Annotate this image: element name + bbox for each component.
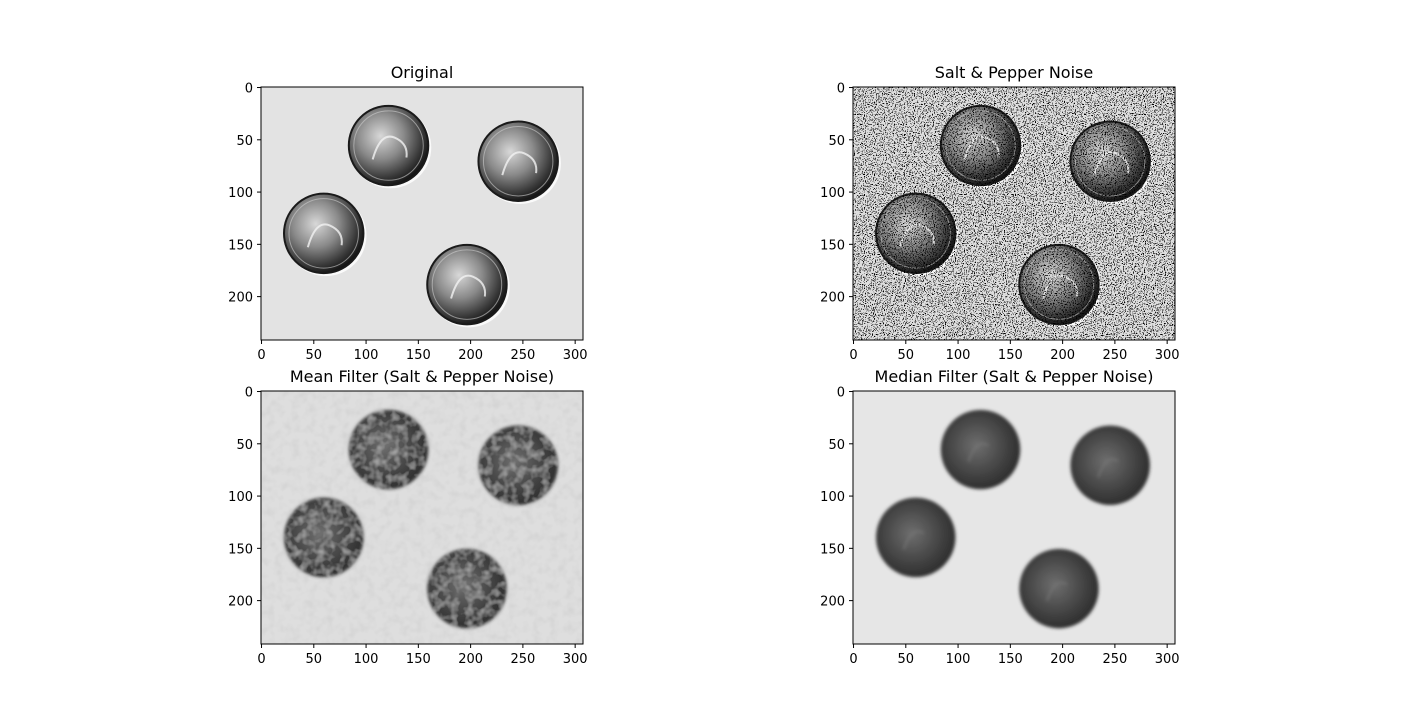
y-tick-label: 150 bbox=[820, 542, 845, 557]
x-tick-label: 200 bbox=[1050, 348, 1075, 363]
subplot-original: Original 0 50 100 150 200 250 300 0 50 100 150 200 bbox=[228, 63, 587, 363]
image-noisy bbox=[853, 87, 1175, 340]
y-tick-label: 150 bbox=[228, 542, 253, 557]
y-tick-label: 0 bbox=[837, 386, 845, 401]
y-tick-label: 200 bbox=[820, 595, 845, 610]
x-tick-label: 100 bbox=[354, 652, 379, 667]
x-tick-label: 100 bbox=[354, 348, 379, 363]
x-tick-label: 50 bbox=[306, 652, 323, 667]
coin bbox=[426, 243, 510, 328]
y-tick-label: 100 bbox=[820, 490, 845, 505]
y-tick-label: 50 bbox=[236, 134, 253, 149]
axes-frame bbox=[260, 86, 584, 341]
coin bbox=[347, 104, 432, 189]
coin bbox=[939, 104, 1024, 189]
subplot-title: Mean Filter (Salt & Pepper Noise) bbox=[290, 367, 554, 386]
y-tick-label: 150 bbox=[228, 238, 253, 253]
coin bbox=[875, 192, 959, 277]
x-tick-label: 0 bbox=[257, 348, 265, 363]
coin bbox=[477, 120, 561, 204]
coin bbox=[284, 497, 364, 578]
axes-frame bbox=[852, 86, 1176, 341]
x-tick-label: 150 bbox=[998, 348, 1023, 363]
subplot-title: Median Filter (Salt & Pepper Noise) bbox=[875, 367, 1154, 386]
x-tick-label: 100 bbox=[946, 652, 971, 667]
coin bbox=[478, 425, 558, 505]
x-tick-label: 100 bbox=[946, 348, 971, 363]
x-tick-label: 250 bbox=[1102, 652, 1127, 667]
y-tick-label: 0 bbox=[245, 82, 253, 97]
coin bbox=[1069, 120, 1153, 204]
y-tick-label: 100 bbox=[820, 186, 845, 201]
y-tick-label: 50 bbox=[236, 438, 253, 453]
axes-frame bbox=[260, 390, 584, 645]
y-tick-label: 100 bbox=[228, 186, 253, 201]
x-tick-label: 0 bbox=[257, 652, 265, 667]
x-tick-label: 150 bbox=[406, 652, 431, 667]
x-tick-label: 200 bbox=[458, 348, 483, 363]
y-tick-label: 200 bbox=[820, 291, 845, 306]
x-tick-label: 50 bbox=[306, 348, 323, 363]
x-tick-label: 150 bbox=[998, 652, 1023, 667]
image-mean bbox=[261, 391, 583, 644]
x-tick-label: 300 bbox=[563, 348, 588, 363]
x-tick-label: 0 bbox=[849, 652, 857, 667]
coin bbox=[940, 409, 1021, 490]
subplot-mean: Mean Filter (Salt & Pepper Noise) 0 50 100 1… bbox=[228, 367, 587, 667]
x-tick-label: 50 bbox=[898, 652, 915, 667]
x-tick-label: 300 bbox=[563, 652, 588, 667]
x-tick-label: 0 bbox=[849, 348, 857, 363]
image-original bbox=[261, 87, 583, 340]
x-tick-label: 150 bbox=[406, 348, 431, 363]
coin bbox=[1019, 548, 1099, 629]
coin bbox=[283, 192, 367, 277]
x-tick-label: 300 bbox=[1155, 348, 1180, 363]
x-tick-label: 200 bbox=[458, 652, 483, 667]
subplot-noisy: Salt & Pepper Noise 0 50 100 150 200 250 300 0 50… bbox=[820, 63, 1179, 363]
x-tick-label: 250 bbox=[510, 652, 535, 667]
subplot-title: Original bbox=[391, 63, 454, 82]
x-tick-label: 300 bbox=[1155, 652, 1180, 667]
y-tick-label: 150 bbox=[820, 238, 845, 253]
image-median bbox=[853, 391, 1175, 644]
y-tick-label: 100 bbox=[228, 490, 253, 505]
x-tick-label: 200 bbox=[1050, 652, 1075, 667]
x-tick-label: 250 bbox=[510, 348, 535, 363]
x-tick-label: 50 bbox=[898, 348, 915, 363]
y-tick-label: 50 bbox=[828, 134, 845, 149]
y-tick-label: 200 bbox=[228, 291, 253, 306]
y-tick-label: 50 bbox=[828, 438, 845, 453]
subplot-title: Salt & Pepper Noise bbox=[935, 63, 1093, 82]
y-tick-label: 200 bbox=[228, 595, 253, 610]
x-tick-label: 250 bbox=[1102, 348, 1127, 363]
subplot-median: Median Filter (Salt & Pepper Noise) 0 50 10… bbox=[820, 367, 1179, 667]
coin bbox=[876, 497, 956, 578]
coin bbox=[348, 409, 429, 490]
coin bbox=[1018, 243, 1102, 328]
coin bbox=[427, 548, 507, 629]
y-tick-label: 0 bbox=[245, 386, 253, 401]
coin bbox=[1070, 425, 1150, 505]
y-tick-label: 0 bbox=[837, 82, 845, 97]
axes-frame bbox=[852, 390, 1176, 645]
